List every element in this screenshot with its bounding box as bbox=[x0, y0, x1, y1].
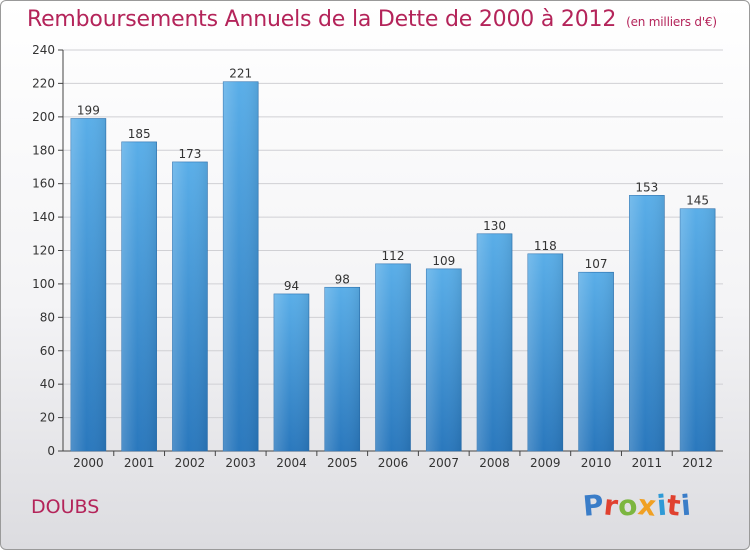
x-tick-label: 2003 bbox=[225, 456, 256, 470]
axes: 0 20 40 60 80 100 120 140 160 180 200 220 240 bbox=[32, 43, 723, 458]
bar-2010 bbox=[578, 271, 614, 452]
bar-shine bbox=[172, 161, 208, 451]
bar-2001 bbox=[121, 141, 157, 452]
x-tick-label: 2010 bbox=[581, 456, 612, 470]
bar-2000 bbox=[70, 118, 107, 452]
y-tick-label: 140 bbox=[32, 210, 55, 224]
proxiti-logo: Proxiti bbox=[582, 488, 693, 523]
x-tick-label: 2007 bbox=[428, 456, 459, 470]
data-label: 185 bbox=[128, 127, 151, 141]
bar-shine bbox=[223, 81, 259, 451]
bar-shine bbox=[578, 272, 614, 451]
chart-subtitle: (en milliers d'€) bbox=[626, 15, 717, 29]
x-tick-label: 2011 bbox=[632, 456, 663, 470]
bar-2006 bbox=[375, 263, 411, 452]
data-labels: 2000 199 2001 185 2002 173 2003 221 2004 94 2005 98… bbox=[73, 67, 713, 470]
bar-2008 bbox=[476, 233, 513, 452]
data-label: 98 bbox=[335, 272, 350, 286]
data-label: 112 bbox=[382, 249, 405, 263]
bar-2003 bbox=[222, 81, 259, 452]
y-tick-label: 80 bbox=[40, 310, 55, 324]
bar-2005 bbox=[324, 286, 361, 452]
y-tick-label: 220 bbox=[32, 76, 55, 90]
bar-shine bbox=[629, 195, 665, 451]
data-label: 94 bbox=[284, 279, 299, 293]
x-tick-label: 2005 bbox=[327, 456, 358, 470]
bar-2011 bbox=[629, 195, 665, 452]
y-tick-label: 20 bbox=[40, 411, 55, 425]
x-tick-label: 2002 bbox=[175, 456, 206, 470]
y-tick-label: 0 bbox=[47, 444, 55, 458]
x-tick-label: 2012 bbox=[682, 456, 713, 470]
bar-shine bbox=[477, 233, 513, 451]
y-tick-label: 160 bbox=[32, 177, 55, 191]
data-label: 221 bbox=[229, 67, 252, 81]
data-label: 199 bbox=[77, 104, 100, 118]
bar-2009 bbox=[527, 253, 564, 452]
bar-shine bbox=[121, 141, 157, 452]
chart-title-text: Remboursements Annuels de la Dette de 20… bbox=[27, 7, 617, 32]
y-tick-label: 120 bbox=[32, 244, 55, 258]
data-label: 107 bbox=[585, 257, 608, 271]
data-label: 153 bbox=[635, 180, 658, 194]
bar-2012 bbox=[679, 208, 716, 452]
bar-2002 bbox=[172, 161, 208, 452]
bar-2007 bbox=[425, 268, 462, 452]
y-tick-label: 240 bbox=[32, 43, 55, 57]
chart-title: Remboursements Annuels de la Dette de 20… bbox=[27, 7, 717, 32]
bar-shine bbox=[375, 263, 411, 451]
logo-letter: i bbox=[679, 488, 693, 523]
y-tick-label: 180 bbox=[32, 143, 55, 157]
x-tick-label: 2000 bbox=[73, 456, 104, 470]
bars bbox=[70, 81, 716, 452]
bar-2004 bbox=[273, 293, 310, 452]
bar-shine bbox=[527, 253, 563, 451]
data-label: 130 bbox=[483, 219, 506, 233]
x-tick-label: 2009 bbox=[530, 456, 561, 470]
x-tick-label: 2008 bbox=[479, 456, 510, 470]
bar-shine bbox=[426, 268, 462, 451]
y-tick-label: 60 bbox=[40, 344, 55, 358]
x-tick-label: 2006 bbox=[378, 456, 409, 470]
y-tick-label: 40 bbox=[40, 377, 55, 391]
region-label: DOUBS bbox=[31, 496, 100, 518]
data-label: 145 bbox=[686, 194, 709, 208]
y-tick-label: 100 bbox=[32, 277, 55, 291]
bar-shine bbox=[324, 287, 360, 451]
x-tick-label: 2004 bbox=[276, 456, 307, 470]
data-label: 173 bbox=[178, 147, 201, 161]
y-tick-label: 200 bbox=[32, 110, 55, 124]
bar-shine bbox=[680, 208, 716, 451]
bar-shine bbox=[70, 118, 106, 452]
data-label: 109 bbox=[432, 254, 455, 268]
data-label: 118 bbox=[534, 239, 557, 253]
bar-shine bbox=[273, 293, 309, 451]
x-tick-label: 2001 bbox=[124, 456, 155, 470]
